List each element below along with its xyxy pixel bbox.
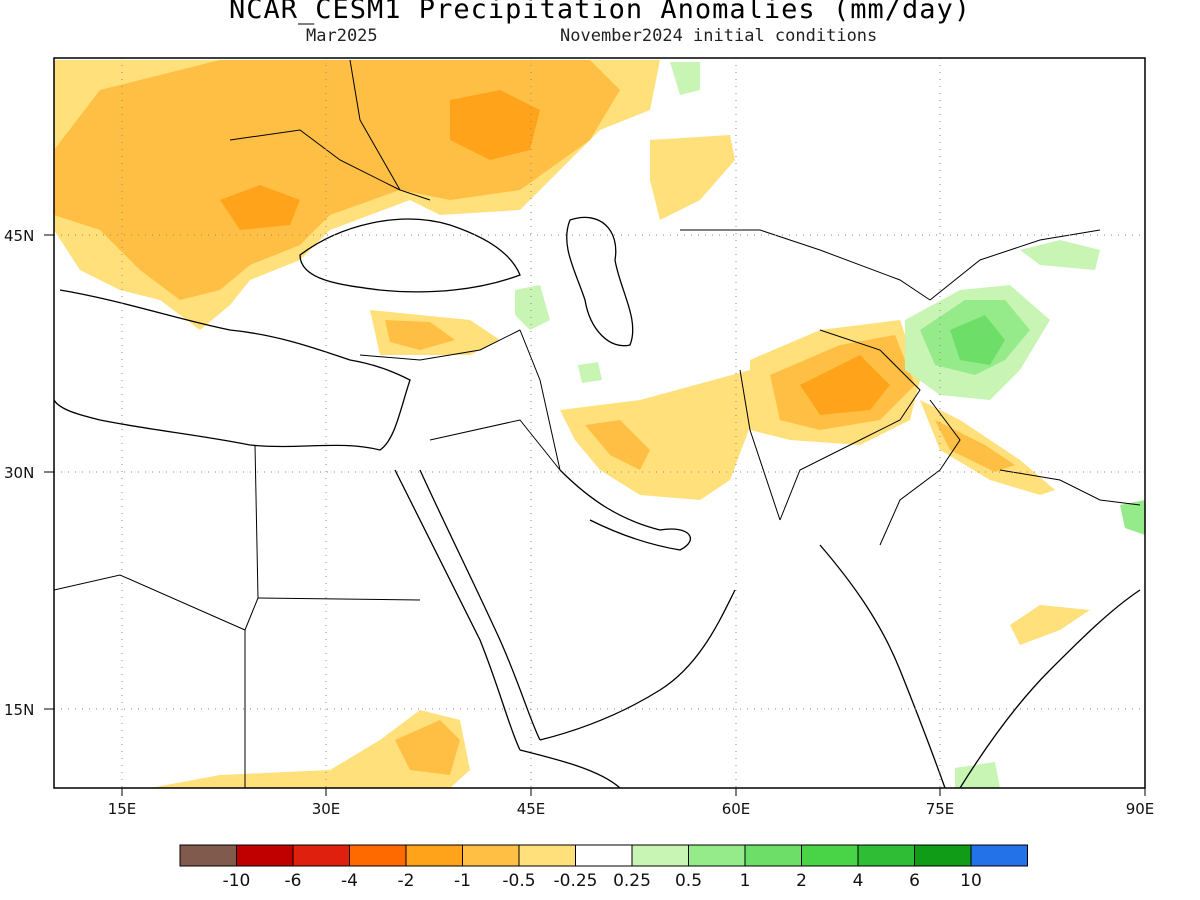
- graticule: [54, 58, 1145, 788]
- border-ukraine: [229, 129, 401, 191]
- africa-horn-coast: [519, 749, 621, 788]
- border-nepal: [999, 469, 1141, 506]
- anomaly-region-iran-mid: [585, 420, 650, 470]
- colorbar-label: -4: [341, 871, 358, 891]
- colorbar-label: -10: [223, 871, 251, 891]
- arabia-south-coast: [539, 589, 736, 741]
- colorbar-swatch: [462, 844, 520, 867]
- colorbar-label: -0.25: [554, 871, 598, 891]
- border-europe-russia: [349, 59, 431, 201]
- colorbar-swatch: [688, 844, 746, 867]
- colorbar-swatch: [970, 844, 1028, 867]
- colorbar-swatch: [914, 844, 972, 867]
- colorbar-label: 1: [740, 871, 751, 891]
- lat-label-45n: 45N: [4, 227, 34, 245]
- anomaly-region-tienshan-strong: [950, 315, 1005, 365]
- colorbar-label: -2: [398, 871, 415, 891]
- anomaly-region-srilanka-light: [955, 762, 1000, 788]
- caspian-sea-coast: [566, 216, 634, 347]
- colorbar-label: -0.5: [502, 871, 535, 891]
- country-borders: [54, 59, 1141, 788]
- border-kazakh-south: [680, 229, 931, 301]
- lon-tick-marks: [121, 788, 1146, 796]
- border-turkey-south: [359, 329, 521, 361]
- colorbar-swatch: [744, 844, 802, 867]
- colorbar-swatch: [236, 844, 294, 867]
- anomaly-region-iran-green: [578, 362, 602, 383]
- india-east-coast: [959, 589, 1141, 788]
- border-saudi-north: [429, 419, 561, 471]
- colorbar-swatch: [801, 844, 859, 867]
- colorbar-label: 4: [853, 871, 864, 891]
- lon-label-60e: 60E: [722, 800, 751, 818]
- anomaly-region-india-east-light: [1010, 605, 1090, 645]
- anomaly-region-kazakh-light: [650, 135, 735, 220]
- anomaly-region-anatolia-mid: [385, 320, 455, 350]
- coastlines: [54, 216, 1141, 788]
- colorbar-swatch: [857, 844, 915, 867]
- colorbar-label: 10: [960, 871, 982, 891]
- lon-label-30e: 30E: [312, 800, 341, 818]
- anomaly-region-iran-light: [560, 370, 760, 500]
- persian-gulf-coast: [559, 469, 692, 551]
- border-pakistan-india: [879, 399, 961, 546]
- border-egypt-libya: [244, 444, 259, 631]
- colorbar-label: 0.5: [675, 871, 702, 891]
- anomaly-region-ethiopia-mid: [395, 720, 460, 775]
- colorbar-swatch: [575, 844, 633, 867]
- colorbar-label: -6: [285, 871, 302, 891]
- anomaly-region-caucasus-light: [515, 285, 550, 330]
- lat-label-30n: 30N: [4, 464, 34, 482]
- colorbar-swatch: [349, 844, 407, 867]
- india-west-coast: [819, 544, 946, 788]
- border-egypt-sudan: [257, 597, 421, 601]
- red-sea-coast-east: [419, 469, 541, 741]
- mediterranean-coast: [54, 289, 411, 451]
- colorbar-swatch: [518, 844, 576, 867]
- lon-label-90e: 90E: [1126, 800, 1155, 818]
- colorbar-label: 0.25: [613, 871, 651, 891]
- anomaly-region-afghan-strong: [800, 355, 890, 415]
- lat-label-15n: 15N: [4, 701, 34, 719]
- lon-label-75e: 75E: [926, 800, 955, 818]
- lon-label-45e: 45E: [517, 800, 546, 818]
- colorbar-swatch: [292, 844, 350, 867]
- map-title: NCAR_CESM1 Precipitation Anomalies (mm/d…: [229, 0, 971, 25]
- lon-label-15e: 15E: [108, 800, 137, 818]
- colorbar-label: 2: [796, 871, 807, 891]
- colorbar-label: 6: [909, 871, 920, 891]
- colorbar: -10 -6 -4 -2 -1 -0.5 -0.25 0.25 0.5 1 2 4 6 10: [179, 844, 1028, 891]
- anomaly-region-balkans-strong: [220, 185, 300, 230]
- red-sea-coast: [394, 469, 521, 751]
- black-sea-coast: [299, 218, 521, 293]
- lat-tick-marks: [44, 234, 54, 710]
- map-frame: [53, 57, 1146, 789]
- border-iran-afghan: [739, 369, 781, 521]
- init-conditions-label: November2024 initial conditions: [560, 26, 878, 46]
- anomaly-region-ethiopia-light: [150, 710, 470, 788]
- colorbar-swatch: [405, 844, 463, 867]
- anomaly-region-bengal-light: [1120, 500, 1145, 535]
- valid-month-label: Mar2025: [306, 26, 378, 46]
- border-iran-iraq: [519, 329, 561, 471]
- anomaly-region-mongolia-light: [1020, 240, 1100, 270]
- colorbar-label: -1: [454, 871, 471, 891]
- anomaly-region-urals-light: [670, 62, 700, 95]
- colorbar-swatch: [179, 844, 237, 867]
- border-libya-south: [54, 574, 246, 788]
- anomaly-region-europe-strong: [450, 90, 540, 160]
- anomaly-fields: [54, 60, 1145, 788]
- colorbar-swatch: [631, 844, 689, 867]
- border-afghan-pakistan: [779, 329, 921, 521]
